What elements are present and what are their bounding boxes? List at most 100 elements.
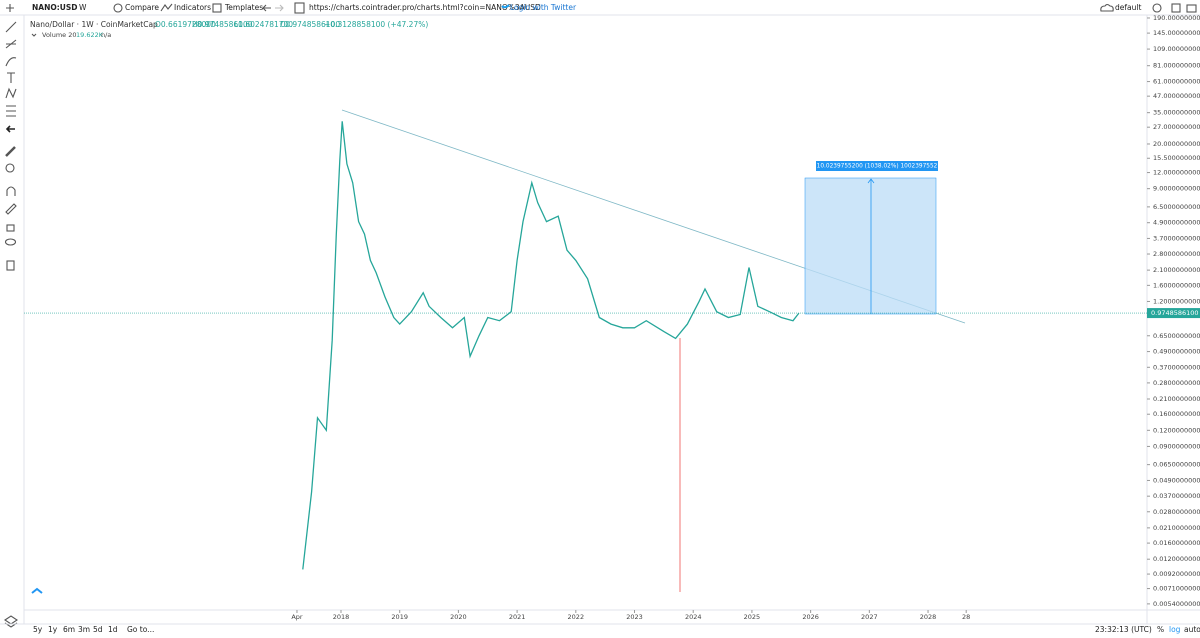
y-tick-label: 0.0900000000 [1153, 442, 1200, 450]
y-tick-label: 0.1200000000 [1153, 426, 1200, 434]
x-tick-label: 2020 [450, 613, 467, 621]
y-tick-label: 1.2000000000 [1153, 297, 1200, 305]
symbol[interactable]: NANO:USD [32, 3, 77, 12]
cloud-icon [1100, 3, 1114, 12]
back-tool[interactable] [5, 125, 15, 133]
volume-value: 19.622K [76, 31, 104, 39]
last-price-badge [1147, 308, 1200, 319]
log-toggle[interactable]: log [1169, 625, 1181, 634]
x-tick-label: 2018 [333, 613, 350, 621]
measure-label-bg [816, 161, 938, 171]
legend-low: L0.6024781700 [234, 20, 293, 29]
volume-extra: n/a [101, 31, 111, 39]
collapse-icon[interactable] [31, 33, 37, 37]
y-tick-label: 20.0000000000 [1153, 140, 1200, 148]
ruler-tool[interactable] [5, 146, 16, 157]
y-tick-label: 0.0280000000 [1153, 508, 1200, 516]
indicators-icon [160, 3, 173, 12]
y-tick-label: 3.7000000000 [1153, 234, 1200, 242]
lock-tool[interactable] [6, 224, 15, 232]
x-tick-label: 2025 [744, 613, 761, 621]
y-tick-label: 81.0000000000 [1153, 62, 1200, 70]
x-tick-label: 2021 [509, 613, 526, 621]
range-button[interactable]: 5y [33, 625, 43, 634]
y-tick-label: 6.5000000000 [1153, 203, 1200, 211]
y-tick-label: 0.0160000000 [1153, 539, 1200, 547]
pattern-tool[interactable] [5, 87, 17, 99]
templates[interactable]: Templates [224, 3, 263, 12]
x-tick-label: 2019 [391, 613, 408, 621]
legend-close: C0.9748586100 [280, 20, 340, 29]
legend-change: +0.3128858100 (+47.27%) [324, 20, 428, 29]
y-tick-label: 0.0650000000 [1153, 461, 1200, 469]
settings-icon[interactable] [1152, 3, 1162, 13]
percent-toggle[interactable]: % [1157, 625, 1164, 634]
x-tick-label: 2027 [861, 613, 878, 621]
prediction-tool[interactable] [6, 105, 16, 117]
magnet-tool[interactable] [6, 186, 16, 196]
layout[interactable]: default [1115, 3, 1141, 12]
brush-tool[interactable] [5, 57, 17, 67]
compare[interactable]: Compare [125, 3, 159, 12]
range-button[interactable]: 1y [48, 625, 58, 634]
stay-drawing-tool[interactable] [5, 203, 17, 215]
range-button[interactable]: 5d [93, 625, 103, 634]
legend-title: Nano/Dollar · 1W · CoinMarketCap [30, 20, 158, 29]
x-tick-label: 2023 [626, 613, 643, 621]
login[interactable]: Login with Twitter [510, 3, 577, 12]
y-tick-label: 12.0000000000 [1153, 169, 1200, 177]
measure-arrow [867, 178, 875, 314]
zoom-tool[interactable] [5, 163, 15, 173]
x-tick-label: 2024 [685, 613, 702, 621]
x-tick-label: 2026 [802, 613, 819, 621]
y-tick-label: 35.0000000000 [1153, 109, 1200, 117]
range-button[interactable]: 1d [108, 625, 118, 634]
hide-tool[interactable] [4, 238, 17, 246]
y-tick-label: 0.0092000000 [1153, 570, 1200, 578]
fib-tool[interactable] [5, 39, 17, 49]
x-tick-label: 2028 [920, 613, 937, 621]
compare-icon [113, 3, 123, 13]
legend-open: O0.6619728000 [155, 20, 216, 29]
delete-tool[interactable] [6, 260, 15, 271]
x-tick-label: 28 [962, 613, 970, 621]
left-toolbar [4, 4, 18, 628]
y-tick-label: 0.0370000000 [1153, 492, 1200, 500]
y-tick-label: 109.0000000000 [1153, 45, 1200, 53]
y-tick-label: 27.0000000000 [1153, 123, 1200, 131]
y-tick-label: 0.0120000000 [1153, 555, 1200, 563]
text-tool[interactable] [7, 72, 15, 83]
logo[interactable] [31, 587, 43, 594]
undo[interactable] [262, 4, 271, 12]
crosshair-tool[interactable] [6, 4, 14, 12]
price-line [302, 121, 800, 570]
y-tick-label: 0.0210000000 [1153, 524, 1200, 532]
y-tick-label: 0.0071000000 [1153, 585, 1200, 593]
twitter-icon [501, 4, 510, 9]
indicators[interactable]: Indicators [174, 3, 211, 12]
auto-toggle[interactable]: auto [1184, 625, 1200, 634]
y-tick-label: 0.6500000000 [1153, 332, 1200, 340]
trendline-tool[interactable] [5, 21, 17, 33]
range-button[interactable]: 6m [63, 625, 75, 634]
y-tick-label: 61.0000000000 [1153, 78, 1200, 86]
top-toolbar [0, 0, 1200, 15]
interval[interactable]: W [79, 3, 87, 12]
measure-label: 10.0239755200 (1038.02%) 1002397552 [817, 164, 938, 170]
y-tick-label: 145.0000000000 [1153, 29, 1200, 37]
y-tick-label: 47.0000000000 [1153, 92, 1200, 100]
y-tick-label: 4.9000000000 [1153, 219, 1200, 227]
redo[interactable] [275, 4, 284, 12]
measure-box[interactable] [804, 177, 937, 315]
y-tick-label: 0.2800000000 [1153, 379, 1200, 387]
templates-icon [212, 3, 222, 13]
y-tick-label: 0.4900000000 [1153, 348, 1200, 356]
fullscreen-icon[interactable] [1171, 3, 1181, 13]
url[interactable]: https://charts.cointrader.pro/charts.htm… [309, 3, 541, 12]
url-icon [294, 2, 305, 14]
y-tick-label: 9.0000000000 [1153, 185, 1200, 193]
y-tick-label: 2.8000000000 [1153, 250, 1200, 258]
goto[interactable]: Go to... [127, 625, 154, 634]
range-button[interactable]: 3m [78, 625, 90, 634]
snapshot-icon[interactable] [1186, 4, 1197, 13]
